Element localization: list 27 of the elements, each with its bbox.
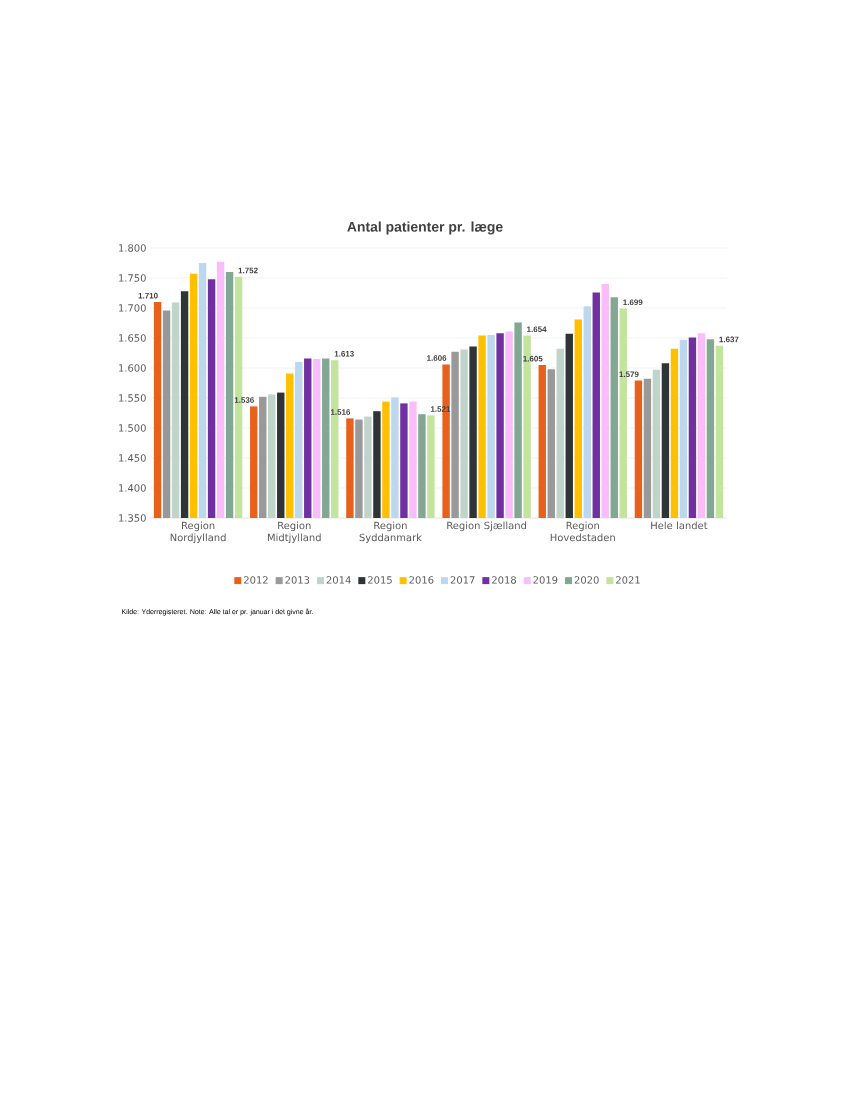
x-tick-label: Region Nordjylland [170, 521, 226, 544]
legend-label: 2018 [492, 576, 516, 584]
x-tick-label: Region Hovedstaden [550, 521, 615, 542]
y-tick-label: 1.750 [119, 274, 146, 282]
y-tick-label: 1.550 [119, 394, 146, 402]
y-tick-label: 1.700 [119, 304, 146, 312]
legend-label: 2016 [409, 576, 434, 584]
legend-label: 2015 [368, 576, 392, 584]
y-tick-label: 1.400 [119, 484, 146, 492]
legend-label: 2012 [244, 576, 268, 584]
y-tick-label: 1.600 [119, 364, 146, 372]
y-tick-label: 1.350 [119, 514, 146, 522]
y-tick-label: 1.650 [119, 334, 146, 342]
legend-label: 2020 [574, 576, 599, 584]
x-tick-label: Hele landet [651, 521, 708, 530]
legend-label: 2013 [285, 576, 310, 584]
legend-label: 2014 [326, 576, 351, 584]
x-tick-label: Region Midtjylland [267, 521, 321, 544]
legend-label: 2017 [450, 576, 475, 584]
legend-label: 2019 [533, 576, 558, 584]
y-tick-label: 1.500 [119, 424, 146, 432]
x-tick-label: Region Syddanmark [359, 521, 422, 544]
y-tick-label: 1.450 [119, 454, 146, 462]
legend-label: 2021 [616, 576, 640, 584]
y-tick-label: 1.800 [119, 244, 146, 252]
chart-title: Antal patienter pr. læge [347, 221, 503, 235]
x-tick-label: Region Sjælland [447, 521, 526, 532]
